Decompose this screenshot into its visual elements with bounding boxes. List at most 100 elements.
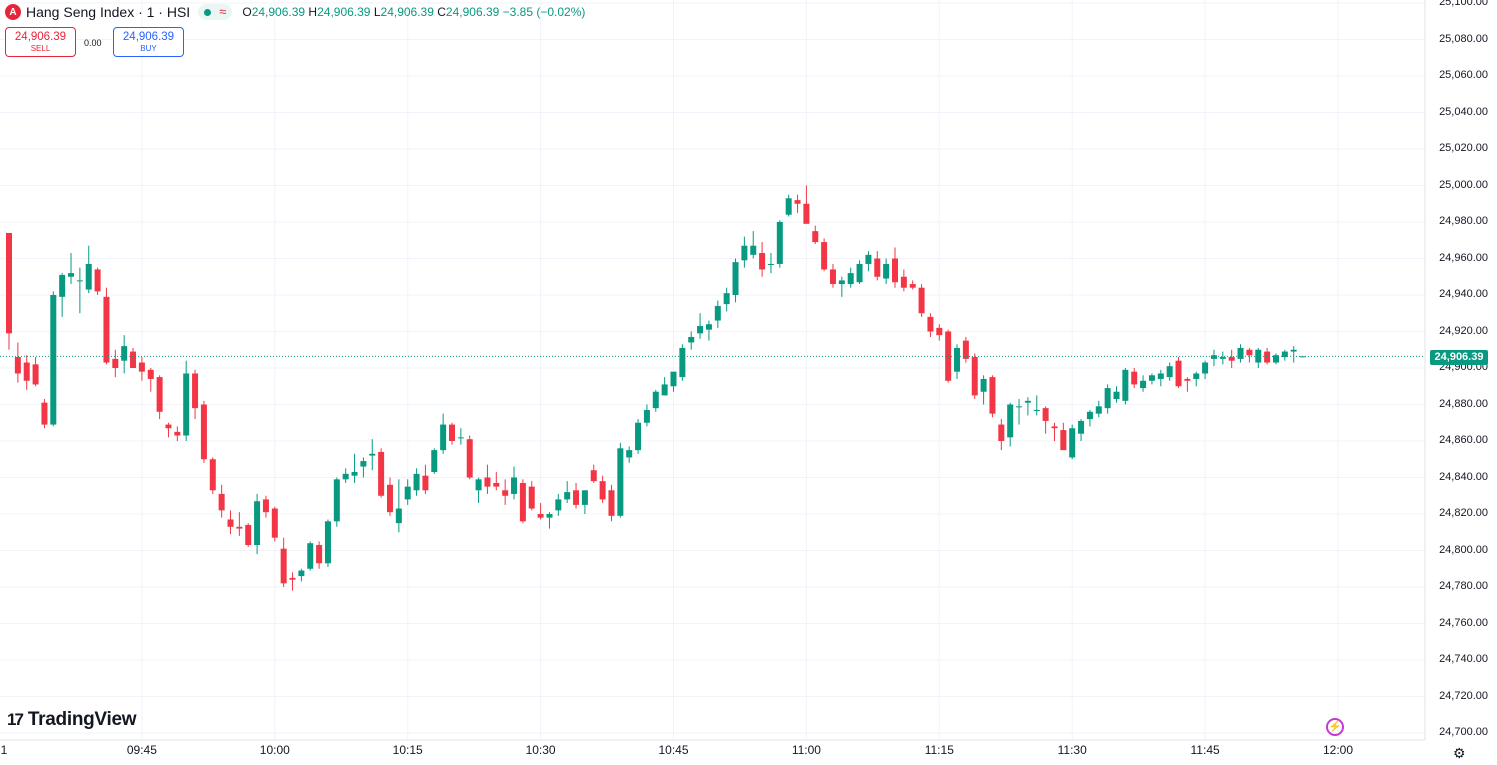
candle	[1069, 424, 1076, 460]
candle-body	[395, 508, 402, 524]
candle	[307, 541, 314, 571]
candle	[1228, 349, 1235, 368]
candle	[32, 357, 39, 387]
time-tick-label: 10:15	[392, 743, 423, 757]
candle	[138, 357, 145, 381]
candle-body	[1122, 369, 1129, 401]
candle	[1166, 362, 1173, 381]
price-tick-label: 24,740.00	[1439, 653, 1488, 665]
candle	[812, 225, 819, 244]
candle	[1210, 349, 1217, 367]
candle	[440, 413, 447, 454]
candle-body	[962, 340, 969, 359]
candle	[209, 457, 216, 494]
candle	[670, 371, 677, 392]
candle-body	[413, 473, 420, 491]
symbol-logo-icon: A	[5, 4, 21, 20]
candle	[200, 400, 207, 463]
candle-body	[280, 548, 287, 584]
candle	[218, 484, 225, 518]
lightning-icon[interactable]: ⚡	[1326, 718, 1344, 736]
candle	[519, 479, 526, 524]
candle	[147, 368, 154, 392]
candle-body	[714, 305, 721, 321]
candle-body	[776, 222, 783, 264]
price-tick-label: 25,000.00	[1439, 178, 1488, 191]
candle-body	[537, 514, 544, 518]
candle-body	[1024, 400, 1031, 403]
gear-icon[interactable]: ⚙	[1453, 745, 1466, 761]
candle	[369, 439, 376, 471]
symbol-legend[interactable]: A Hang Seng Index · 1 · HSI ≈ O24,906.39…	[0, 0, 585, 24]
candle-body	[1166, 366, 1173, 378]
price-tick-label: 24,780.00	[1439, 580, 1488, 592]
candle	[909, 280, 916, 290]
candle	[679, 344, 686, 381]
candle-body	[351, 472, 358, 476]
candle	[85, 245, 92, 294]
candle-body	[316, 545, 323, 564]
candle	[1086, 409, 1093, 427]
candle	[1104, 384, 1111, 414]
candle	[130, 347, 137, 368]
candle	[785, 194, 792, 217]
candle-body	[1131, 371, 1138, 385]
candle	[174, 426, 181, 441]
candle-body	[76, 280, 83, 282]
candle	[1016, 399, 1023, 425]
candle	[502, 479, 509, 505]
candle	[165, 422, 172, 438]
candle	[776, 220, 783, 268]
time-tick-label: 09:45	[126, 743, 157, 757]
candle	[1060, 422, 1067, 451]
high-label: H	[308, 5, 318, 19]
open-value: 24,906.39	[251, 5, 306, 19]
candle-body	[741, 245, 748, 261]
candle	[1042, 406, 1049, 434]
open-label: O	[242, 5, 252, 19]
candle-body	[927, 316, 934, 332]
candle-body	[883, 263, 890, 279]
candle	[856, 260, 863, 285]
candle	[360, 457, 367, 478]
market-status-pill[interactable]: ≈	[198, 4, 233, 20]
candle-body	[360, 461, 367, 467]
candle	[617, 442, 624, 518]
buy-button[interactable]: 24,906.39 BUY	[113, 27, 184, 57]
candle	[705, 320, 712, 341]
candle	[457, 428, 464, 445]
tradingview-logo[interactable]: 17 TradingView	[7, 709, 137, 731]
price-tick-label: 24,720.00	[1439, 689, 1488, 702]
price-tick-label: 24,840.00	[1439, 470, 1488, 483]
candle-body	[1060, 430, 1067, 451]
candle-body	[59, 274, 66, 297]
candle-body	[298, 570, 305, 577]
candle	[1193, 371, 1200, 387]
candle-body	[1219, 357, 1226, 359]
candle	[528, 481, 535, 511]
candle-body	[590, 470, 597, 482]
candle-body	[174, 431, 181, 436]
candle	[803, 185, 810, 224]
candle	[103, 287, 110, 365]
candle-body	[1210, 355, 1217, 359]
candle	[245, 523, 252, 547]
candle	[23, 355, 30, 390]
candle-body	[812, 231, 819, 243]
price-tick-label: 24,800.00	[1439, 543, 1488, 556]
candle-body	[147, 369, 154, 379]
candle-body	[617, 448, 624, 516]
candle	[626, 446, 633, 463]
symbol-title[interactable]: Hang Seng Index · 1 · HSI	[26, 4, 191, 20]
time-tick-label: 10:30	[525, 743, 556, 757]
candle	[466, 435, 473, 480]
candle-body	[68, 273, 75, 277]
candle	[1272, 353, 1279, 365]
candle-body	[6, 232, 12, 334]
candle-body	[874, 258, 881, 277]
candle	[697, 313, 704, 339]
price-tick-label: 24,700.00	[1439, 726, 1488, 738]
approx-icon: ≈	[219, 4, 227, 19]
sell-button[interactable]: 24,906.39 SELL	[5, 27, 76, 57]
